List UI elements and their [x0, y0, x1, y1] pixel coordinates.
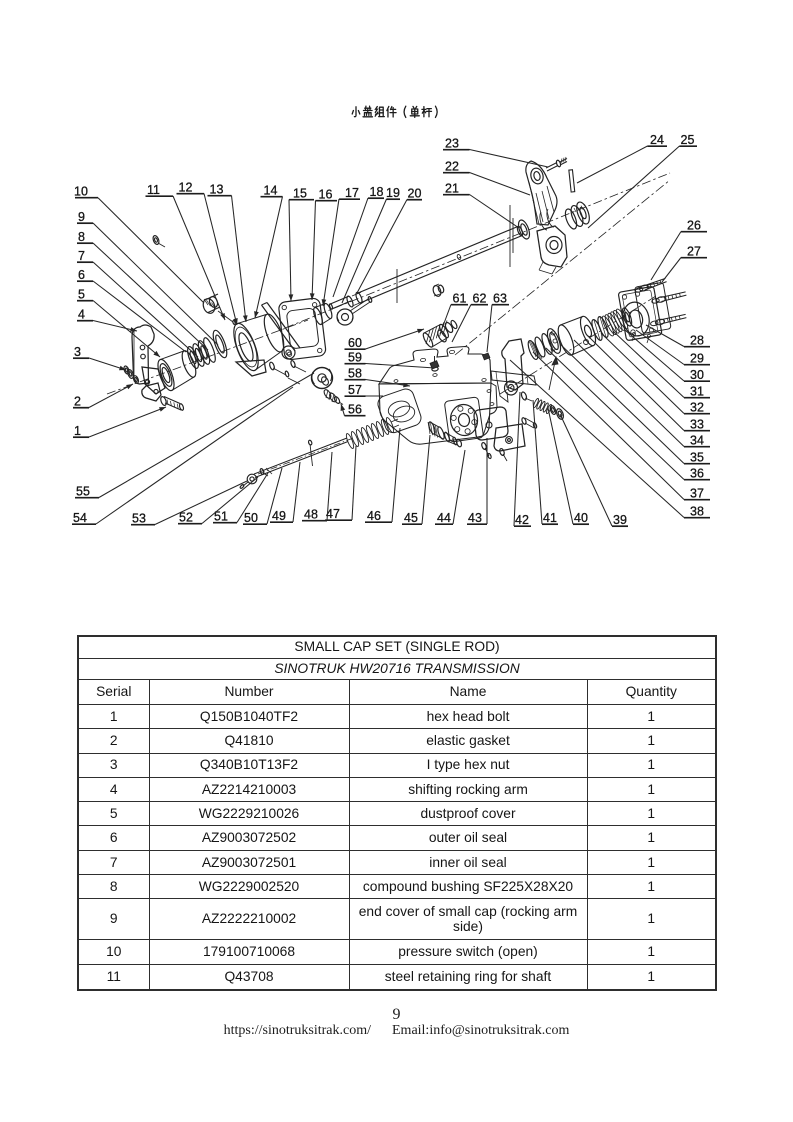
svg-text:25: 25 [681, 133, 695, 147]
svg-text:13: 13 [210, 183, 224, 197]
svg-text:58: 58 [348, 367, 362, 381]
svg-text:22: 22 [445, 160, 459, 174]
svg-text:40: 40 [574, 511, 588, 525]
svg-text:59: 59 [348, 351, 362, 365]
svg-text:63: 63 [493, 292, 507, 306]
svg-text:8: 8 [78, 230, 85, 244]
svg-text:55: 55 [76, 485, 90, 499]
svg-text:21: 21 [445, 182, 459, 196]
svg-text:36: 36 [690, 467, 704, 481]
svg-text:14: 14 [264, 184, 278, 198]
svg-text:18: 18 [370, 185, 384, 199]
svg-text:47: 47 [326, 507, 340, 521]
svg-text:7: 7 [78, 249, 85, 263]
svg-text:46: 46 [367, 509, 381, 523]
svg-text:62: 62 [473, 292, 487, 306]
svg-text:3: 3 [74, 345, 81, 359]
svg-text:23: 23 [445, 137, 459, 151]
svg-text:60: 60 [348, 336, 362, 350]
svg-text:45: 45 [404, 511, 418, 525]
svg-text:32: 32 [690, 401, 704, 415]
svg-text:28: 28 [690, 334, 704, 348]
svg-text:10: 10 [74, 185, 88, 199]
svg-text:41: 41 [543, 511, 557, 525]
svg-text:61: 61 [453, 292, 467, 306]
svg-text:57: 57 [348, 383, 362, 397]
svg-text:35: 35 [690, 451, 704, 465]
svg-text:6: 6 [78, 268, 85, 282]
svg-text:33: 33 [690, 418, 704, 432]
svg-text:2: 2 [74, 395, 81, 409]
svg-text:26: 26 [687, 219, 701, 233]
svg-text:49: 49 [272, 509, 286, 523]
svg-text:38: 38 [690, 505, 704, 519]
svg-text:20: 20 [408, 187, 422, 201]
svg-text:37: 37 [690, 487, 704, 501]
svg-text:17: 17 [345, 186, 359, 200]
svg-text:24: 24 [650, 133, 664, 147]
svg-text:51: 51 [214, 510, 228, 524]
svg-text:19: 19 [386, 186, 400, 200]
svg-text:1: 1 [74, 424, 81, 438]
svg-text:44: 44 [437, 511, 451, 525]
svg-text:39: 39 [613, 513, 627, 527]
svg-text:52: 52 [179, 511, 193, 525]
svg-text:43: 43 [468, 511, 482, 525]
svg-text:30: 30 [690, 368, 704, 382]
svg-text:50: 50 [244, 511, 258, 525]
svg-text:54: 54 [73, 511, 87, 525]
svg-text:29: 29 [690, 352, 704, 366]
svg-text:15: 15 [293, 187, 307, 201]
svg-text:34: 34 [690, 434, 704, 448]
svg-text:48: 48 [304, 508, 318, 522]
svg-text:5: 5 [78, 288, 85, 302]
svg-text:16: 16 [319, 188, 333, 202]
svg-text:11: 11 [147, 183, 160, 197]
svg-text:31: 31 [690, 385, 704, 399]
svg-text:42: 42 [515, 513, 529, 527]
svg-text:56: 56 [348, 403, 362, 417]
svg-text:4: 4 [78, 308, 85, 322]
svg-text:12: 12 [179, 181, 193, 195]
svg-text:53: 53 [132, 512, 146, 526]
svg-text:27: 27 [687, 245, 701, 259]
svg-text:9: 9 [78, 210, 85, 224]
